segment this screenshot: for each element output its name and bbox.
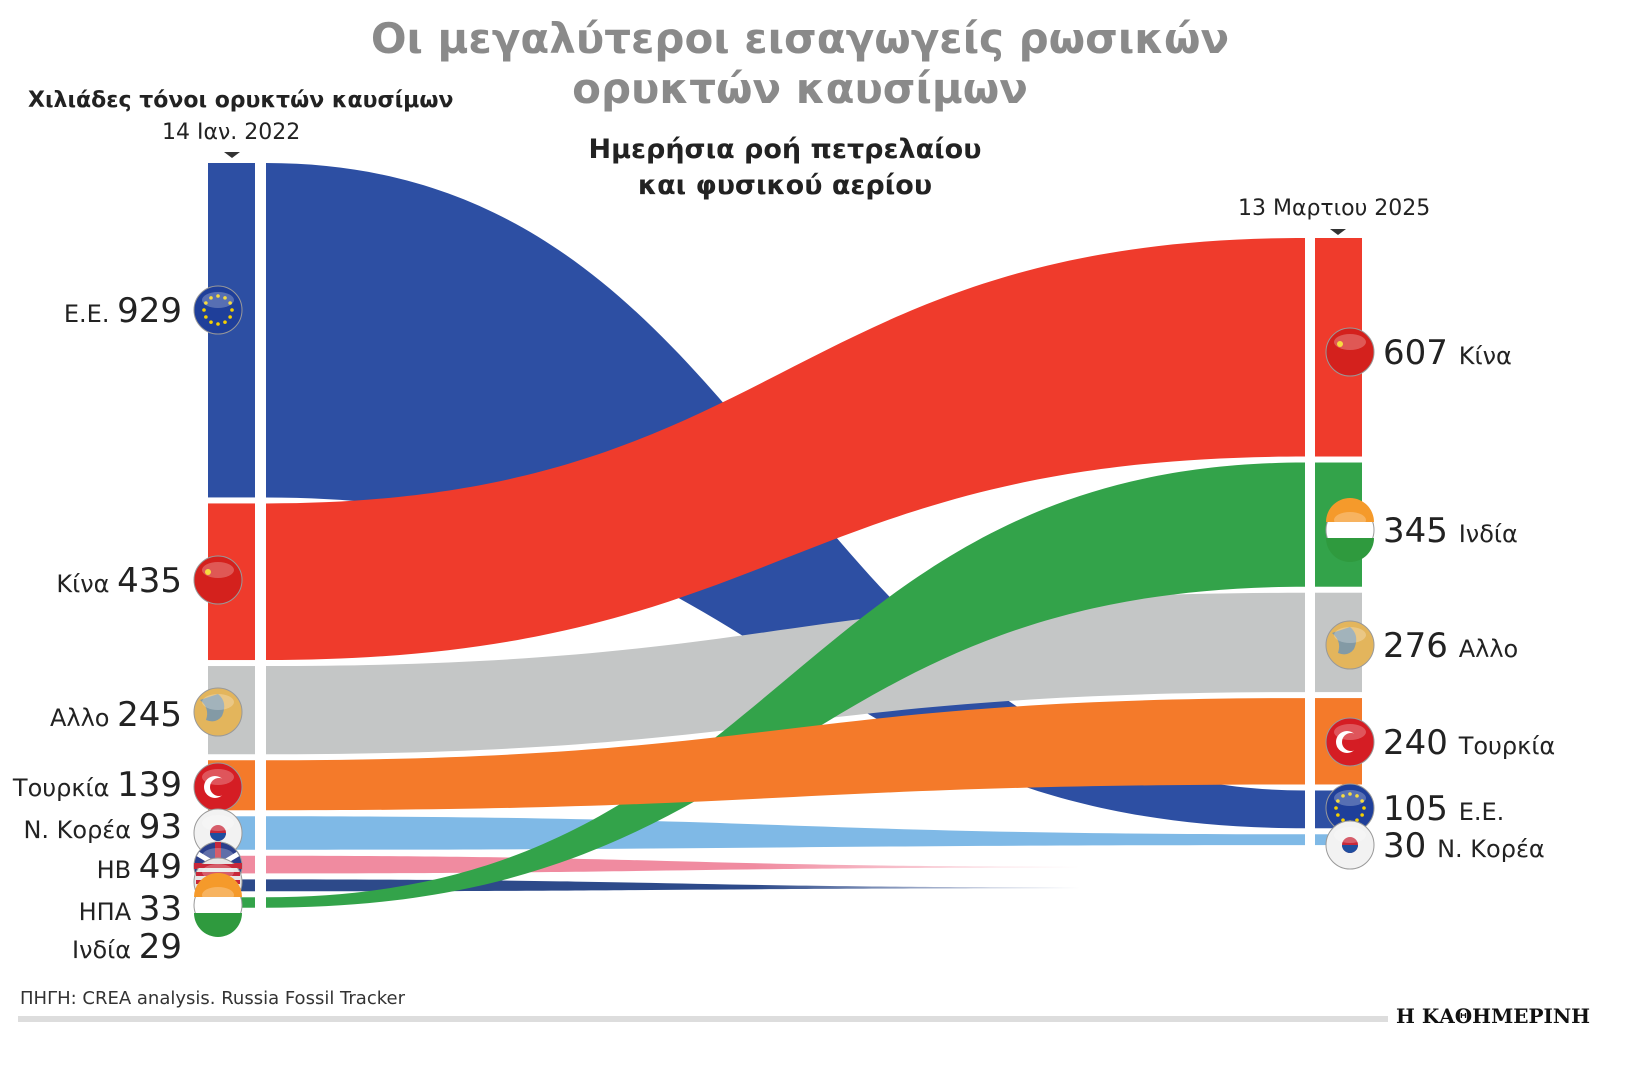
brand-logo: Η ΚΑΘΗΜΕΡΙΝΗ [1396,1004,1591,1028]
chart-title: Οι μεγαλύτεροι εισαγωγείς ρωσικών ορυκτώ… [370,14,1230,113]
country-name: Αλλο [1459,635,1519,663]
right-label: 240 Τουρκία [1383,723,1555,763]
value-label: 105 [1383,789,1459,829]
left-label: ΗΒ 49 [97,847,182,887]
bar-gap [1305,790,1315,829]
right-label: 30 Ν. Κορέα [1383,826,1545,866]
country-name: ΗΠΑ [79,898,139,926]
globe-icon [1325,620,1375,670]
china-flag-icon [1325,327,1375,377]
country-name: Τουρκία [12,774,117,802]
left-date-marker [224,152,240,158]
country-name: Ινδία [1459,520,1518,548]
left-label: Αλλο 245 [50,695,182,735]
country-name: Κίνα [1459,342,1512,370]
bar-gap [255,163,266,923]
eu-flag-icon [193,285,243,335]
india-flag-icon [193,873,243,937]
country-name: Ν. Κορέα [23,816,138,844]
turkey-flag-icon [1325,717,1375,767]
value-label: 245 [117,695,182,735]
korea-flag-icon [1325,820,1375,870]
right-label: 345 Ινδία [1383,511,1518,551]
flow-band [266,238,1305,661]
left-label: Τουρκία 139 [12,765,182,805]
flow-band [266,816,1305,850]
unit-label: Χιλιάδες τόνοι ορυκτών καυσίμων [28,88,454,113]
left-label: Κίνα 435 [56,561,182,601]
value-label: 33 [139,889,182,929]
right-label: 276 Αλλο [1383,626,1518,666]
right-label: 607 Κίνα [1383,333,1512,373]
chart-subtitle: Ημερήσια ροή πετρελαίου και φυσικού αερί… [588,134,982,201]
bar-gap [1305,834,1315,846]
flow-band [266,855,1080,874]
country-name: Ε.Ε. [1459,798,1505,826]
right-label: 105 Ε.Ε. [1383,789,1504,829]
globe-icon [193,687,243,737]
value-label: 93 [139,807,182,847]
bar-gap [1305,238,1315,457]
flow-band [266,698,1305,811]
value-label: 435 [117,561,182,601]
value-label: 29 [139,927,182,967]
value-label: 30 [1383,826,1437,866]
right-date-marker [1330,229,1346,235]
country-name: Ν. Κορέα [1437,835,1545,863]
value-label: 139 [117,765,182,805]
left-date: 14 Ιαν. 2022 [162,120,301,145]
country-name: Αλλο [50,704,117,732]
left-label: Ινδία 29 [72,927,182,967]
value-label: 49 [139,847,182,887]
bar-gap [1305,698,1315,785]
flow-band [266,462,1305,908]
value-label: 276 [1383,626,1459,666]
country-name: Ε.Ε. [64,300,117,328]
flow-band [266,592,1305,755]
turkey-flag-icon [193,762,243,812]
left-label: Ν. Κορέα 93 [23,807,182,847]
source-note: ΠΗΓΗ: CREA analysis. Russia Fossil Track… [20,988,405,1009]
country-name: Ινδία [72,936,139,964]
value-label: 607 [1383,333,1459,373]
country-name: ΗΒ [97,856,139,884]
india-flag-icon [1325,498,1375,562]
china-flag-icon [193,555,243,605]
value-label: 929 [117,291,182,331]
right-date: 13 Μαρτιου 2025 [1238,196,1431,221]
country-name: Κίνα [56,570,117,598]
value-label: 240 [1383,723,1459,763]
left-label: ΗΠΑ 33 [79,889,182,929]
country-name: Τουρκία [1458,732,1556,760]
bar-gap [1305,462,1315,587]
footer-rule [18,1016,1388,1022]
value-label: 345 [1383,511,1459,551]
bar-gap [1305,592,1315,693]
left-label: Ε.Ε. 929 [64,291,182,331]
